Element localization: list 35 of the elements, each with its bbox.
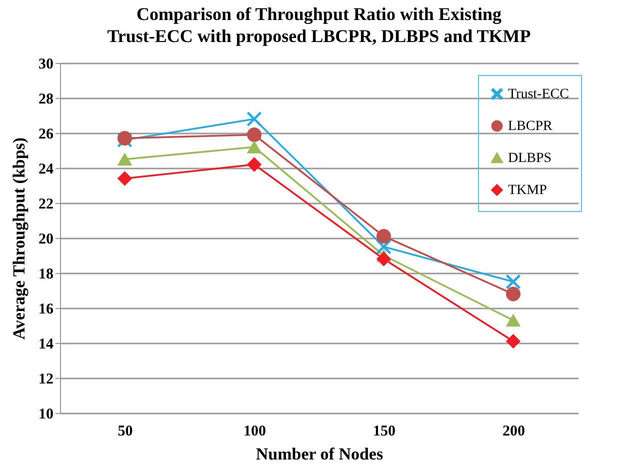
point: [246, 127, 262, 142]
x-axis-title: Number of Nodes: [256, 444, 384, 464]
x-tick-label: 200: [502, 424, 525, 440]
point: [506, 334, 521, 349]
point: [376, 228, 392, 244]
y-tick-label: 22: [38, 196, 54, 212]
y-tick-label: 14: [38, 336, 54, 352]
x-tick-label: 150: [373, 424, 396, 440]
point: [246, 112, 262, 126]
y-tick-label: 10: [38, 406, 54, 422]
y-tick-label: 20: [38, 232, 54, 248]
point: [117, 152, 132, 166]
y-tick-label: 12: [38, 372, 54, 388]
legend-label: LBCPR: [508, 119, 554, 134]
x-tick-label: 100: [244, 424, 266, 440]
text: Comparison of Throughput Ratio with Existing: [136, 4, 502, 24]
legend-label: DLBPS: [508, 151, 552, 166]
point: [506, 286, 521, 302]
y-tick-label: 16: [38, 302, 54, 318]
y-axis-title: Average Throughput (kbps): [10, 137, 28, 340]
y-tick-label: 18: [38, 266, 54, 282]
point: [117, 171, 132, 186]
y-tick-label: 24: [38, 162, 54, 178]
y-tick-label: 28: [38, 92, 54, 108]
legend-label: TKMP: [508, 183, 548, 198]
point: [246, 140, 262, 154]
point: [506, 274, 521, 290]
y-tick-label: 30: [38, 56, 54, 72]
text: Trust-ECC with proposed LBCPR, DLBPS and TKMP: [107, 26, 531, 46]
point: [506, 314, 521, 327]
y-tick-label: 26: [38, 126, 54, 142]
legend-label: Trust-ECC: [508, 87, 569, 102]
point: [246, 157, 262, 172]
x-tick-label: 50: [118, 424, 133, 440]
point: [376, 252, 392, 266]
